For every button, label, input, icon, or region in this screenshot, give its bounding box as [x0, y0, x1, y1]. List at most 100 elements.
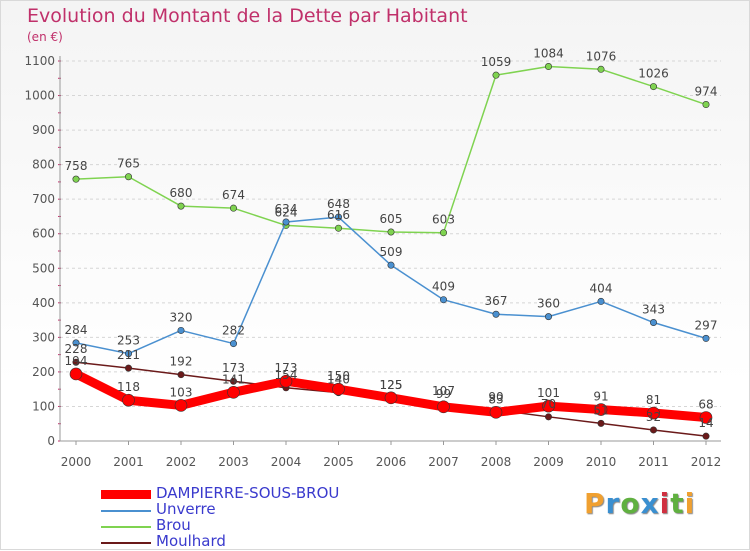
legend-swatch: [101, 542, 151, 544]
data-label: 297: [695, 318, 718, 332]
x-tick-label: 2004: [271, 455, 302, 469]
data-label: 974: [695, 85, 718, 99]
data-label: 634: [275, 202, 298, 216]
data-point: [702, 334, 710, 342]
data-label: 616: [327, 208, 350, 222]
x-tick-label: 2009: [533, 455, 564, 469]
data-label: 101: [537, 386, 560, 400]
data-label: 509: [380, 245, 403, 259]
data-point: [387, 261, 395, 269]
legend-swatch: [101, 490, 151, 499]
data-point: [437, 400, 450, 414]
data-label: 154: [275, 368, 298, 382]
data-point: [439, 296, 447, 304]
x-tick-label: 2005: [323, 455, 354, 469]
x-tick-label: 2008: [481, 455, 512, 469]
y-tick-label: 700: [32, 192, 55, 206]
data-label: 83: [488, 392, 503, 406]
legend-label: Moulhard: [156, 532, 226, 550]
data-label: 1059: [481, 55, 512, 69]
data-label: 409: [432, 280, 455, 294]
data-point: [597, 297, 605, 305]
data-label: 81: [646, 393, 661, 407]
data-point: [69, 367, 83, 381]
data-label: 14: [698, 416, 713, 430]
data-label: 173: [222, 361, 245, 375]
data-point: [544, 413, 552, 421]
legend-swatch: [101, 510, 151, 512]
data-label: 150: [327, 369, 350, 383]
y-tick-label: 0: [47, 434, 55, 448]
data-label: 765: [117, 157, 140, 171]
x-tick-label: 2002: [166, 455, 197, 469]
data-label: 194: [65, 354, 88, 368]
x-tick-label: 2006: [376, 455, 407, 469]
data-point: [177, 371, 185, 379]
legend-label: DAMPIERRE-SOUS-BROU: [156, 484, 340, 502]
data-point: [702, 432, 710, 440]
data-point: [230, 377, 238, 385]
x-tick-label: 2003: [218, 455, 249, 469]
data-label: 70: [541, 397, 556, 411]
x-tick-label: 2010: [586, 455, 617, 469]
data-label: 91: [593, 390, 608, 404]
y-tick-label: 1000: [24, 89, 55, 103]
data-label: 125: [380, 378, 403, 392]
data-label: 125: [380, 378, 403, 392]
data-point: [177, 326, 185, 334]
legend-label: Brou: [156, 516, 191, 534]
x-tick-label: 2001: [113, 455, 144, 469]
data-label: 173: [275, 361, 298, 375]
x-tick-label: 2012: [691, 455, 722, 469]
data-label: 1026: [638, 67, 669, 81]
data-label: 284: [65, 323, 88, 337]
data-point: [489, 406, 503, 419]
y-tick-label: 300: [32, 330, 55, 344]
data-point: [649, 426, 657, 434]
data-point: [177, 202, 185, 210]
data-point: [597, 65, 605, 73]
data-point: [387, 228, 395, 236]
data-label: 140: [327, 373, 350, 387]
data-point: [542, 399, 555, 413]
data-label: 103: [170, 385, 193, 399]
data-label: 228: [65, 342, 88, 356]
series-line-2: [75, 65, 707, 234]
data-label: 68: [698, 398, 713, 412]
data-point: [649, 319, 657, 327]
data-label: 90: [488, 390, 503, 404]
y-tick-label: 1100: [24, 54, 55, 68]
data-label: 758: [65, 159, 88, 173]
data-point: [384, 391, 398, 405]
data-point: [72, 339, 80, 347]
data-label: 51: [593, 403, 608, 417]
data-label: 320: [170, 310, 193, 324]
y-tick-label: 900: [32, 123, 55, 137]
y-tick-label: 500: [32, 261, 55, 275]
data-point: [125, 173, 133, 181]
data-label: 404: [590, 281, 613, 295]
data-point: [544, 63, 552, 71]
data-label: 107: [432, 384, 455, 398]
data-point: [649, 83, 657, 91]
data-point: [227, 385, 240, 399]
data-label: 624: [275, 205, 298, 219]
data-point: [597, 419, 605, 427]
data-point: [72, 358, 80, 366]
legend-swatch: [101, 526, 151, 528]
data-label: 1076: [586, 49, 617, 63]
data-label: 680: [170, 186, 193, 200]
data-point: [125, 364, 133, 372]
legend-label: Unverre: [156, 500, 216, 518]
data-label: 605: [380, 212, 403, 226]
x-tick-label: 2000: [61, 455, 92, 469]
data-label: 253: [117, 334, 140, 348]
proxiti-logo: Proxiti: [584, 487, 696, 520]
data-label: 603: [432, 213, 455, 227]
data-point: [279, 374, 293, 388]
y-tick-label: 200: [32, 365, 55, 379]
y-tick-label: 800: [32, 158, 55, 172]
data-label: 99: [436, 387, 451, 401]
data-label: 141: [222, 372, 245, 386]
data-label: 32: [646, 410, 661, 424]
